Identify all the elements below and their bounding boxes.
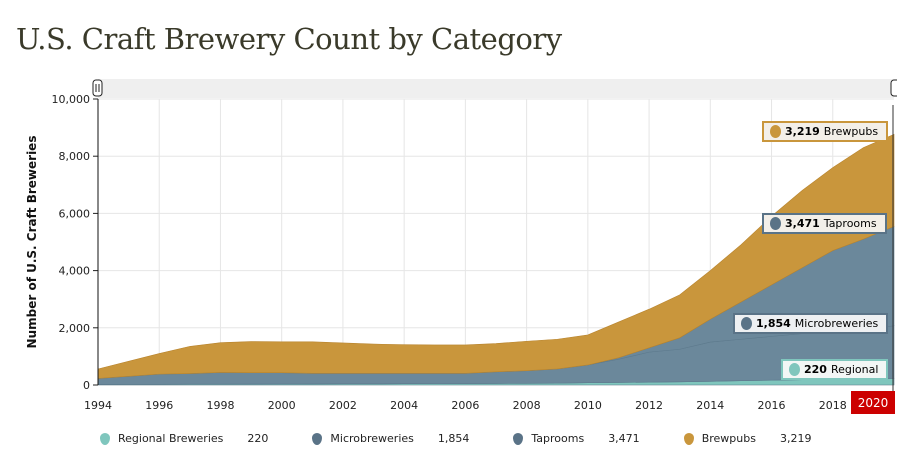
area-brewpubs: [97, 133, 895, 379]
callout-label: Regional: [830, 363, 879, 376]
callout-taprooms: 3,471 Taprooms: [762, 213, 887, 234]
callout-value: 3,219: [785, 125, 820, 138]
range-handle-left[interactable]: [92, 79, 103, 97]
map-pin-icon: [312, 432, 323, 445]
y-tick-label: 8,000: [59, 150, 91, 163]
map-pin-icon: [789, 363, 800, 376]
callout-value: 3,471: [785, 217, 820, 230]
x-tick-label: 1994: [84, 399, 112, 412]
range-handle-right[interactable]: [890, 79, 897, 97]
callout-value: 220: [804, 363, 827, 376]
legend-value: 220: [247, 432, 269, 445]
map-pin-icon: [770, 125, 781, 138]
legend-item-microbreweries[interactable]: Microbreweries 1,854: [312, 432, 513, 445]
legend-label: Microbreweries: [330, 432, 414, 445]
legend-item-taprooms[interactable]: Taprooms 3,471: [513, 432, 683, 445]
x-tick-label: 2010: [574, 399, 602, 412]
x-tick-label: 1996: [145, 399, 173, 412]
chart-title: U.S. Craft Brewery Count by Category: [16, 22, 562, 56]
x-tick-label: 2002: [329, 399, 357, 412]
callout-microbreweries: 1,854 Microbreweries: [733, 313, 889, 334]
x-tick-label: 2016: [758, 399, 786, 412]
callout-regional: 220 Regional: [781, 359, 889, 380]
legend-item-regional[interactable]: Regional Breweries 220: [100, 432, 312, 445]
x-tick-label: 2018: [819, 399, 847, 412]
x-tick-label: 2004: [390, 399, 418, 412]
x-tick-label: 2006: [451, 399, 479, 412]
callout-label: Microbreweries: [794, 317, 879, 330]
x-tick-label: 2014: [696, 399, 724, 412]
callout-value: 1,854: [756, 317, 791, 330]
legend-label: Brewpubs: [701, 432, 756, 445]
legend-item-brewpubs[interactable]: Brewpubs 3,219: [683, 432, 856, 445]
areas: [97, 133, 895, 386]
legend-value: 3,219: [779, 432, 812, 445]
map-pin-icon: [683, 432, 694, 445]
x-tick-label: 2008: [513, 399, 541, 412]
current-year-badge: 2020: [851, 391, 895, 414]
y-tick-label: 4,000: [59, 265, 91, 278]
x-tick-label: 2000: [268, 399, 296, 412]
legend-value: 1,854: [437, 432, 470, 445]
callout-label: Taprooms: [823, 217, 877, 230]
callout-label: Brewpubs: [823, 125, 879, 138]
x-tick-label: 2012: [635, 399, 663, 412]
axes: 0 2,000 4,000 6,000 8,000 10,000 1994 1996 1998 2…: [52, 93, 847, 412]
range-scrollbar[interactable]: [98, 79, 894, 98]
x-tick-label: 1998: [206, 399, 234, 412]
y-tick-label: 6,000: [59, 207, 91, 220]
legend: Regional Breweries 220 Microbreweries 1,85…: [100, 432, 855, 445]
map-pin-icon: [741, 317, 752, 330]
map-pin-icon: [100, 432, 110, 445]
y-tick-label: 2,000: [59, 322, 91, 335]
y-axis-label: Number of U.S. Craft Breweries: [25, 136, 39, 349]
callout-brewpubs: 3,219 Brewpubs: [762, 121, 889, 142]
y-tick-label: 0: [83, 379, 90, 392]
legend-value: 3,471: [608, 432, 640, 445]
y-tick-label: 10,000: [52, 93, 91, 106]
legend-label: Taprooms: [531, 432, 585, 445]
map-pin-icon: [513, 432, 524, 445]
legend-label: Regional Breweries: [118, 432, 224, 445]
map-pin-icon: [770, 217, 781, 230]
